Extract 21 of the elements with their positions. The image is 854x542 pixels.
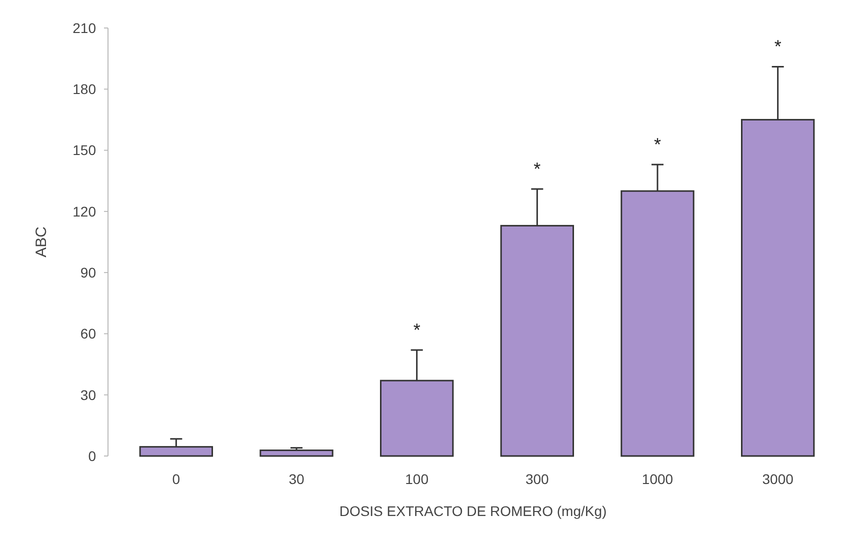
annotation: * — [654, 134, 662, 155]
x-tick-label: 1000 — [642, 471, 674, 487]
y-tick-label: 90 — [80, 264, 96, 280]
bar — [260, 450, 334, 457]
y-tick-label: 30 — [80, 386, 96, 403]
y-tick-label: 210 — [72, 20, 96, 36]
x-axis-title: DOSIS EXTRACTO DE ROMERO (mg/Kg) — [339, 503, 607, 519]
annotation: * — [774, 36, 782, 57]
y-tick-label: 180 — [72, 81, 96, 98]
y-tick-label: 120 — [72, 203, 96, 220]
x-tick-label: 300 — [525, 471, 550, 487]
y-tick-label: 0 — [88, 448, 96, 464]
y-axis-title: ABC — [33, 226, 50, 258]
y-tick-label: 150 — [72, 142, 96, 158]
annotation: * — [413, 320, 420, 340]
x-tick-label: 3000 — [762, 471, 794, 487]
x-tick-label: 100 — [405, 471, 429, 487]
x-tick-label: 30 — [288, 471, 304, 487]
y-tick-label: 60 — [80, 326, 96, 342]
annotation: * — [534, 159, 541, 180]
x-tick-label: 0 — [172, 471, 180, 487]
